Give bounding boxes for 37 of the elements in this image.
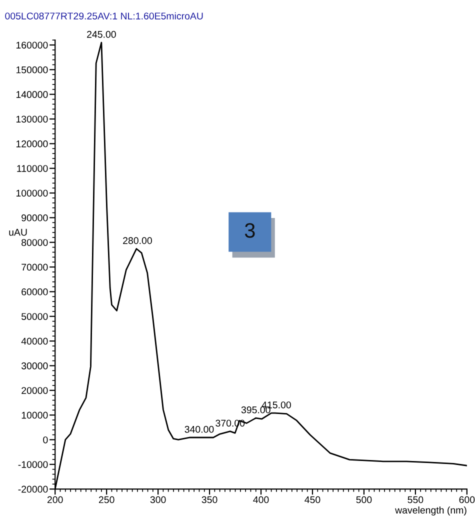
y-tick-label: 80000 (22, 239, 48, 246)
y-tick-label: 30000 (21, 362, 48, 370)
x-tick-label: 450 (304, 496, 320, 504)
x-axis-title: wavelength (nm) (395, 506, 466, 516)
annotation: 415.00 (262, 401, 291, 408)
annotation: 395.00 (241, 406, 270, 414)
x-tick-label: 300 (150, 496, 166, 504)
y-tick-label: -10000 (18, 461, 48, 468)
y-tick-label: 100000 (16, 190, 48, 197)
x-tick-label: 350 (202, 496, 218, 504)
y-tick-label: 10000 (22, 412, 48, 419)
x-tick-label: 400 (253, 496, 269, 504)
x-tick-label: 500 (356, 496, 372, 504)
y-tick-label: 120000 (16, 140, 48, 148)
y-tick-label: 130000 (16, 116, 48, 123)
y-tick-label: 140000 (16, 91, 48, 98)
annotation: 280.00 (123, 237, 152, 244)
x-tick-label: 200 (47, 496, 63, 504)
y-axis-title: uAU (9, 228, 27, 236)
x-tick-label: 550 (408, 496, 424, 504)
y-tick-label: 20000 (22, 387, 48, 394)
y-tick-label: 160000 (16, 42, 48, 49)
annotation: 340.00 (184, 426, 214, 433)
y-tick-label: 70000 (22, 264, 48, 271)
y-tick-label: 40000 (21, 338, 48, 345)
chart-title: 005LC08777RT29.25AV:1 NL:1.60E5microAU (5, 12, 203, 20)
y-tick-label: 150000 (16, 66, 48, 74)
annotation: 245.00 (87, 30, 116, 38)
y-tick-label: 0 (43, 436, 48, 444)
y-tick-label: 60000 (22, 288, 48, 296)
y-tick-label: 110000 (17, 165, 48, 172)
x-tick-label: 250 (98, 496, 114, 504)
y-tick-label: -20000 (18, 486, 48, 493)
y-tick-label: 90000 (22, 214, 48, 222)
x-tick-label: 600 (459, 496, 475, 504)
y-tick-label: 50000 (22, 313, 48, 320)
annotation: 3 (244, 223, 255, 238)
